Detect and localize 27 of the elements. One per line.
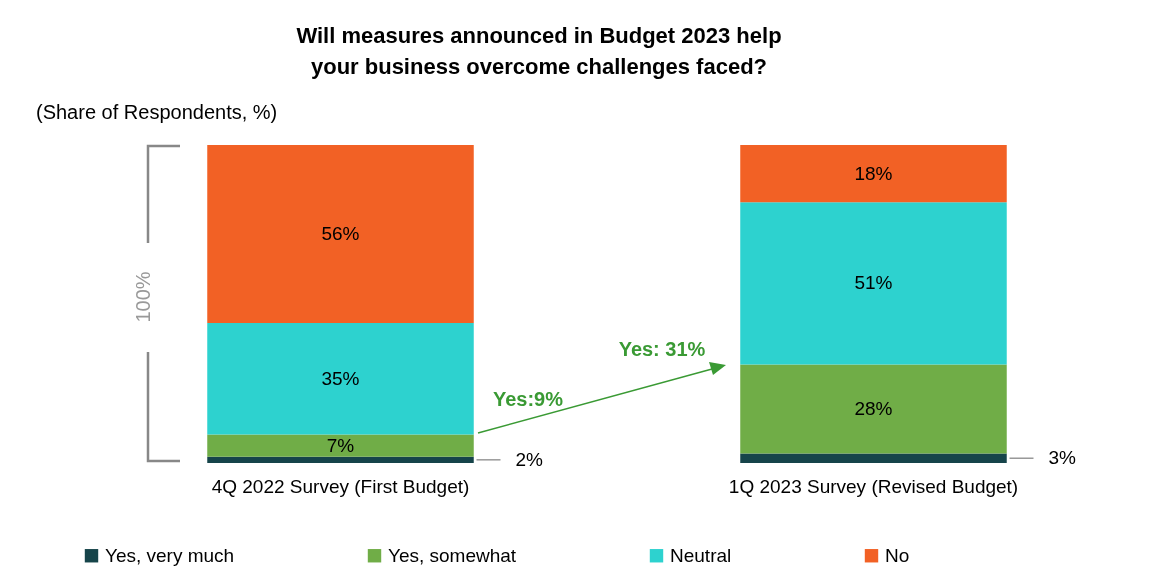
data-label: 7% bbox=[326, 434, 355, 456]
bar bbox=[740, 145, 1007, 203]
legend-label: Yes, very much bbox=[105, 544, 235, 566]
data-label: 56% bbox=[321, 223, 360, 245]
x-tick-label: 4Q 2022 Survey (First Budget) bbox=[211, 475, 470, 497]
x-tick-label: 1Q 2023 Survey (Revised Budget) bbox=[728, 475, 1019, 497]
annotation: 100% bbox=[132, 271, 154, 323]
chart-title: Will measures announced in Budget 2023 help your business overcome challenges faced? bbox=[296, 23, 782, 79]
bar bbox=[740, 453, 1007, 463]
bar bbox=[207, 323, 474, 435]
data-label: 28% bbox=[854, 397, 893, 419]
legend-label: Yes, somewhat bbox=[388, 544, 517, 566]
data-label: 51% bbox=[854, 272, 893, 294]
bar bbox=[207, 434, 474, 457]
text: (Share of Respondents, %) bbox=[36, 101, 278, 123]
annotation: Yes:9% bbox=[492, 388, 564, 410]
annotation: Yes: 31% bbox=[618, 338, 706, 360]
data-label: 2% bbox=[515, 448, 544, 470]
bar bbox=[740, 364, 1007, 454]
bar bbox=[207, 145, 474, 324]
data-label: 18% bbox=[854, 162, 893, 184]
legend-label: No bbox=[885, 544, 910, 566]
bar bbox=[207, 456, 474, 463]
data-label: 3% bbox=[1048, 447, 1077, 469]
legend-label: Neutral bbox=[670, 544, 732, 566]
data-label: 35% bbox=[321, 367, 360, 389]
bar bbox=[740, 202, 1007, 365]
